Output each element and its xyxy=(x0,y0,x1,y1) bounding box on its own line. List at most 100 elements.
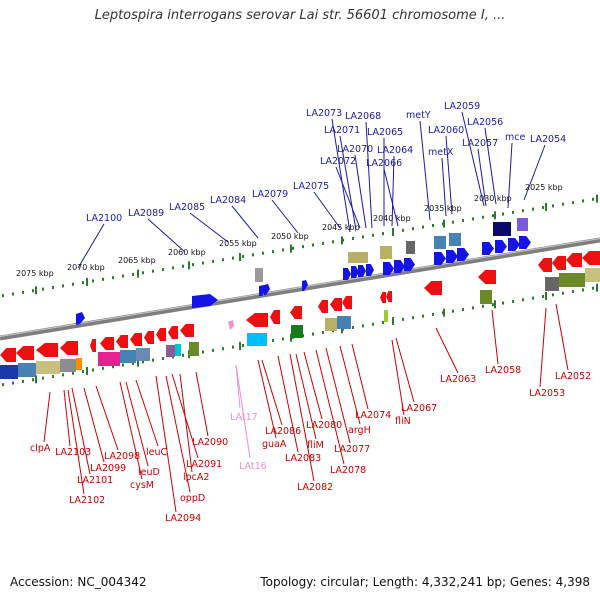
gene-box[interactable] xyxy=(559,273,585,287)
gene-box[interactable] xyxy=(493,222,511,236)
gene-label-clpA[interactable]: clpA xyxy=(30,443,51,454)
gene-box[interactable] xyxy=(291,325,303,338)
gene-box[interactable] xyxy=(36,361,60,374)
gene-label-LA2064[interactable]: LA2064 xyxy=(377,145,413,156)
gene-label-LA2077[interactable]: LA2077 xyxy=(334,444,370,455)
gene-box[interactable] xyxy=(0,365,18,379)
gene-box[interactable] xyxy=(406,241,415,254)
gene-arrow[interactable] xyxy=(0,348,16,362)
gene-label-LA2059[interactable]: LA2059 xyxy=(444,101,480,112)
gene-label-fliM[interactable]: fliM xyxy=(307,440,324,451)
gene-label-cysM[interactable]: cysM xyxy=(130,480,154,491)
gene-arrow[interactable] xyxy=(482,242,494,255)
gene-label-LA2053[interactable]: LA2053 xyxy=(529,388,565,399)
gene-box[interactable] xyxy=(545,277,559,291)
gene-arrow[interactable] xyxy=(552,256,566,270)
gene-label-leuD[interactable]: leuD xyxy=(138,467,160,478)
gene-box[interactable] xyxy=(337,316,351,329)
gene-arrow[interactable] xyxy=(144,331,154,344)
gene-arrow[interactable] xyxy=(478,270,496,284)
gene-arrow[interactable] xyxy=(404,258,415,271)
gene-label-LA2054[interactable]: LA2054 xyxy=(530,134,566,145)
gene-label-LA2078[interactable]: LA2078 xyxy=(330,465,366,476)
gene-label-LA2066[interactable]: LA2066 xyxy=(366,158,402,169)
gene-label-LA2083[interactable]: LA2083 xyxy=(285,453,321,464)
gene-arrow[interactable] xyxy=(318,300,328,313)
gene-box[interactable] xyxy=(166,345,175,357)
gene-label-leuC[interactable]: leuC xyxy=(146,447,168,458)
gene-box[interactable] xyxy=(18,363,36,377)
gene-label-metX[interactable]: metX xyxy=(428,147,454,158)
gene-arrow[interactable] xyxy=(246,313,268,327)
gene-label-LA2101[interactable]: LA2101 xyxy=(77,475,113,486)
gene-arrow[interactable] xyxy=(342,296,352,309)
gene-label-fliN[interactable]: fliN xyxy=(395,416,411,427)
gene-label-LA2068[interactable]: LA2068 xyxy=(345,111,381,122)
gene-box[interactable] xyxy=(380,246,392,259)
gene-arrow[interactable] xyxy=(343,268,351,280)
gene-label-LA2060[interactable]: LA2060 xyxy=(428,125,464,136)
gene-arrow[interactable] xyxy=(358,265,366,277)
gene-label-LA2086[interactable]: LA2086 xyxy=(265,426,301,437)
gene-label-LA2057[interactable]: LA2057 xyxy=(462,138,498,149)
gene-label-LA2094[interactable]: LA2094 xyxy=(165,513,201,524)
gene-arrow[interactable] xyxy=(566,253,582,267)
gene-label-LA2100[interactable]: LA2100 xyxy=(86,213,122,224)
trna-label-LAt17[interactable]: LAt17 xyxy=(230,412,258,423)
gene-label-LA2079[interactable]: LA2079 xyxy=(252,189,288,200)
gene-box[interactable] xyxy=(98,352,120,366)
gene-label-LA2099[interactable]: LA2099 xyxy=(90,463,126,474)
gene-box[interactable] xyxy=(348,252,368,263)
gene-arrow[interactable] xyxy=(116,335,128,348)
gene-label-LA2084[interactable]: LA2084 xyxy=(210,195,246,206)
gene-box[interactable] xyxy=(384,310,388,322)
gene-label-LA2089[interactable]: LA2089 xyxy=(128,208,164,219)
gene-arrow[interactable] xyxy=(457,248,469,261)
gene-arrow[interactable] xyxy=(508,238,520,251)
gene-arrow[interactable] xyxy=(290,306,302,319)
gene-arrow[interactable] xyxy=(168,326,178,339)
gene-arrow[interactable] xyxy=(366,264,374,276)
trna-label-LAt16[interactable]: LAt16 xyxy=(239,461,267,472)
gene-label-LA2080[interactable]: LA2080 xyxy=(306,420,342,431)
gene-arrow[interactable] xyxy=(60,341,78,355)
gene-label-mce[interactable]: mce xyxy=(505,132,525,143)
gene-label-LA2071[interactable]: LA2071 xyxy=(324,125,360,136)
trna-marker[interactable] xyxy=(228,320,234,330)
gene-arrow[interactable] xyxy=(36,343,58,357)
gene-label-LA2074[interactable]: LA2074 xyxy=(355,410,391,421)
gene-box[interactable] xyxy=(76,358,82,370)
gene-arrow[interactable] xyxy=(90,339,96,352)
gene-box[interactable] xyxy=(136,348,150,361)
gene-arrow[interactable] xyxy=(394,260,405,273)
gene-box[interactable] xyxy=(189,342,199,356)
gene-box[interactable] xyxy=(480,290,492,304)
gene-arrow[interactable] xyxy=(446,250,458,263)
gene-label-LA2091[interactable]: LA2091 xyxy=(186,459,222,470)
gene-arrow[interactable] xyxy=(519,236,531,249)
gene-label-argH[interactable]: argH xyxy=(348,425,371,436)
gene-arrow[interactable] xyxy=(156,328,166,341)
gene-label-LA2065[interactable]: LA2065 xyxy=(367,127,403,138)
gene-label-LA2067[interactable]: LA2067 xyxy=(401,403,437,414)
gene-box[interactable] xyxy=(585,268,600,282)
gene-arrow[interactable] xyxy=(270,310,280,324)
gene-label-LA2102[interactable]: LA2102 xyxy=(69,495,105,506)
gene-label-lpcA2[interactable]: lpcA2 xyxy=(183,472,209,483)
gene-arrow[interactable] xyxy=(538,258,552,272)
gene-box[interactable] xyxy=(325,318,337,331)
gene-label-LA2090[interactable]: LA2090 xyxy=(192,437,228,448)
gene-arrow[interactable] xyxy=(434,252,446,265)
gene-label-LA2075[interactable]: LA2075 xyxy=(293,181,329,192)
gene-arrow[interactable] xyxy=(424,281,442,295)
gene-arrow[interactable] xyxy=(330,298,342,311)
gene-label-LA2070[interactable]: LA2070 xyxy=(337,144,373,155)
gene-label-oppD[interactable]: oppD xyxy=(180,493,205,504)
gene-arrow[interactable] xyxy=(100,337,114,350)
gene-arrow[interactable] xyxy=(192,294,218,308)
gene-box[interactable] xyxy=(120,350,136,363)
gene-arrow[interactable] xyxy=(495,240,507,253)
gene-arrow[interactable] xyxy=(582,251,600,265)
gene-arrow[interactable] xyxy=(130,333,142,346)
gene-arrow[interactable] xyxy=(351,266,359,278)
